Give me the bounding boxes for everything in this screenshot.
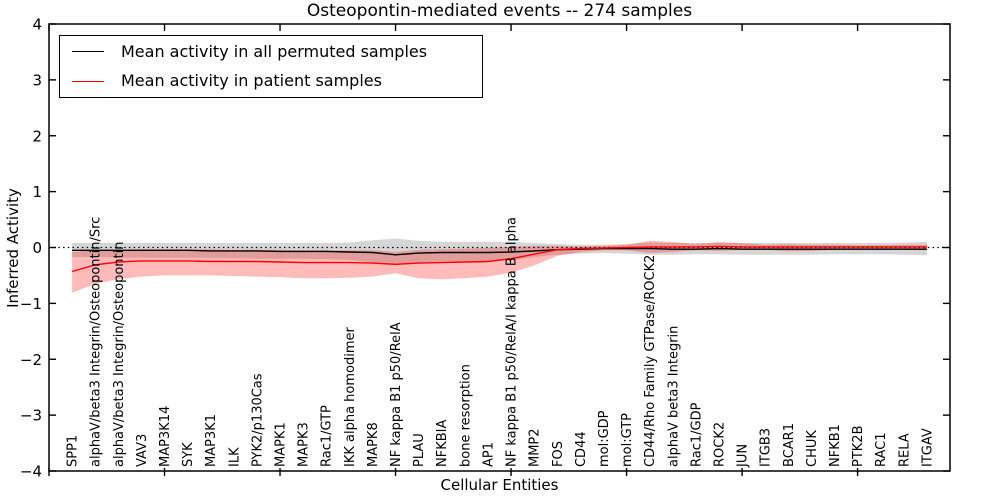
legend-item-patient: Mean activity in patient samples — [72, 67, 482, 95]
x-tick-label: PYK2/p130Cas — [250, 373, 265, 467]
x-tick-label: AP1 — [481, 442, 496, 467]
x-tick-label: RELA — [897, 433, 912, 467]
x-tick-label: PTK2B — [851, 426, 866, 468]
x-tick-label: Rac1/GTP — [320, 405, 335, 467]
chart-title: Osteopontin-mediated events -- 274 sampl… — [306, 1, 693, 21]
x-tick-label: FOS — [551, 441, 566, 467]
x-tick-label: alphaV/beta3 Integrin/Osteopontin — [112, 242, 127, 467]
x-tick-label: mol:GDP — [597, 410, 612, 467]
x-tick-label: BCAR1 — [782, 423, 797, 467]
x-tick-label: MAPK1 — [274, 422, 289, 467]
x-tick-label: CD44/Rho Family GTPase/ROCK2 — [643, 255, 658, 467]
x-tick-label: RAC1 — [874, 432, 889, 467]
y-tick-label: 1 — [32, 183, 42, 201]
legend: Mean activity in all permuted samples Me… — [59, 35, 483, 98]
legend-item-permuted: Mean activity in all permuted samples — [72, 38, 482, 66]
x-tick-label: SPP1 — [66, 435, 81, 467]
x-tick-label: ROCK2 — [712, 422, 727, 467]
patient-mean-line — [71, 245, 927, 273]
permuted-line-sample-icon — [72, 51, 104, 53]
x-axis-label: Cellular Entities — [440, 476, 559, 494]
x-tick-label: NFKBIA — [435, 420, 450, 467]
x-tick-label: alphaV/beta3 Integrin/Osteopontin/Src — [89, 217, 104, 467]
x-tick-label: IKK alpha homodimer — [343, 326, 358, 467]
x-tick-label: SYK — [181, 442, 196, 467]
y-tick-label: 2 — [32, 127, 42, 145]
x-tick-label: ITGB3 — [759, 428, 774, 467]
legend-label-permuted: Mean activity in all permuted samples — [121, 41, 428, 61]
x-tick-label: MMP2 — [528, 428, 543, 467]
x-tick-label: ILK — [227, 447, 242, 467]
permuted-mean-line — [72, 247, 927, 256]
x-tick-label: NF kappa B1 p50/RelA/I kappa B alpha — [505, 217, 520, 467]
x-tick-label: NFKB1 — [828, 424, 843, 467]
x-tick-label: MAPK3 — [297, 422, 312, 467]
patient-band — [72, 240, 927, 293]
x-tick-label: Rac1/GDP — [689, 402, 704, 467]
x-tick-label: MAPK8 — [366, 422, 381, 467]
y-tick-label: −2 — [20, 351, 42, 369]
x-tick-label: MAP3K14 — [158, 406, 173, 467]
x-tick-label: mol:GTP — [620, 413, 635, 467]
x-tick-label: alphaV beta3 Integrin — [666, 326, 681, 467]
y-tick-label: −3 — [20, 407, 42, 425]
y-axis-label: Inferred Activity — [4, 188, 22, 308]
x-tick-label: CD44 — [574, 431, 589, 467]
y-tick-label: −4 — [20, 463, 42, 481]
x-tick-label: bone resorption — [458, 364, 473, 467]
legend-label-patient: Mean activity in patient samples — [121, 71, 382, 91]
x-tick-label: VAV3 — [135, 434, 150, 467]
x-tick-label: PLAU — [412, 433, 427, 467]
y-tick-label: −1 — [20, 295, 42, 313]
y-tick-label: 4 — [32, 16, 42, 34]
x-tick-label: CHUK — [805, 430, 820, 467]
x-tick-label: ITGAV — [920, 428, 935, 467]
y-tick-label: 0 — [32, 239, 42, 257]
y-tick-label: 3 — [32, 71, 42, 89]
patient-line-sample-icon — [72, 80, 104, 82]
x-tick-label: MAP3K1 — [204, 414, 219, 467]
x-tick-label: JUN — [736, 444, 751, 468]
x-tick-label: NF kappa B1 p50/RelA — [389, 322, 404, 467]
